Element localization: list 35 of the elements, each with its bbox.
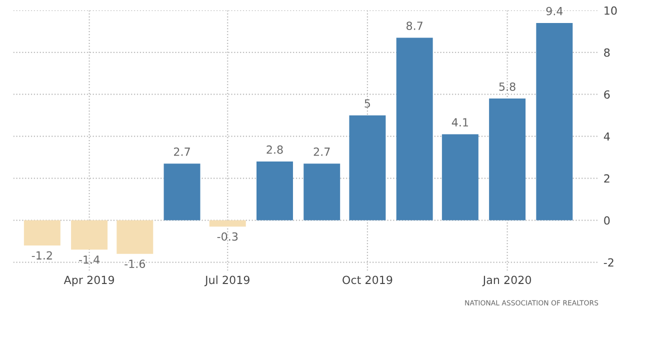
data-label: -1.2	[32, 251, 52, 260]
data-label: 2.8	[266, 145, 283, 154]
data-label: 2.7	[314, 148, 330, 156]
y-tick-label: 10	[604, 6, 617, 15]
bar	[71, 220, 108, 250]
data-label: 8.7	[406, 22, 422, 30]
y-tick-label: 0	[604, 216, 610, 225]
y-tick-label: -2	[604, 258, 614, 266]
bar	[209, 220, 246, 227]
bar	[304, 164, 340, 220]
bar	[256, 162, 293, 220]
bar	[536, 23, 573, 220]
bar	[24, 220, 60, 246]
x-tick-label: Jan 2020	[482, 276, 532, 286]
bar	[442, 134, 478, 220]
y-tick-label: 8	[604, 48, 610, 57]
bar	[489, 98, 526, 220]
y-tick-label: 6	[604, 90, 610, 99]
data-label: -1.4	[79, 256, 100, 264]
y-tick-label: 4	[604, 132, 610, 141]
bar	[349, 115, 386, 220]
data-label: -1.6	[124, 260, 146, 268]
data-label: 5	[364, 99, 370, 108]
bar	[164, 164, 200, 220]
data-label: 4.1	[452, 118, 468, 126]
bar	[116, 220, 154, 254]
bar	[396, 38, 433, 220]
data-label: 5.8	[499, 82, 516, 91]
data-label: 2.7	[174, 148, 190, 156]
x-tick-label: Oct 2019	[342, 276, 392, 284]
y-tick-label: 2	[604, 174, 610, 183]
x-tick-label: Jul 2019	[204, 276, 250, 286]
data-label: -0.3	[217, 232, 238, 241]
x-tick-label: Apr 2019	[64, 276, 114, 286]
data-label: 9.4	[546, 6, 563, 16]
